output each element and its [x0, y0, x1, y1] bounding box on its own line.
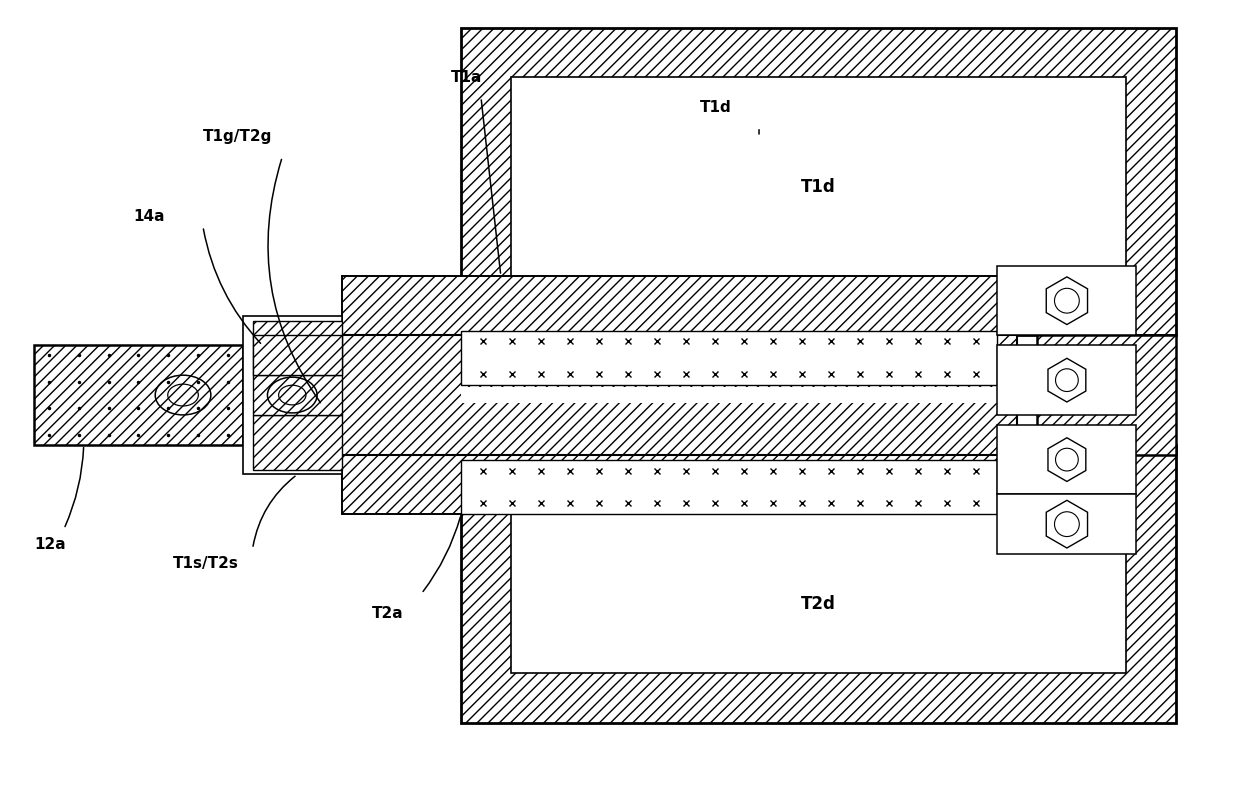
- Bar: [243, 316, 342, 474]
- Bar: [1037, 336, 1176, 455]
- Text: 14a: 14a: [134, 208, 165, 224]
- Bar: [511, 77, 1126, 286]
- Text: T2a: T2a: [372, 606, 403, 621]
- Text: T2d: T2d: [801, 595, 836, 613]
- Bar: [461, 27, 1176, 336]
- Bar: [511, 494, 1126, 673]
- Bar: [461, 444, 1176, 723]
- Text: T1g/T2g: T1g/T2g: [203, 130, 273, 144]
- Text: T1d: T1d: [699, 100, 732, 114]
- Text: T1s/T2s: T1s/T2s: [174, 556, 239, 572]
- Bar: [303, 336, 1017, 455]
- Bar: [997, 345, 1136, 415]
- Text: T1d: T1d: [801, 177, 836, 196]
- Bar: [997, 425, 1136, 494]
- Bar: [253, 415, 342, 469]
- Text: T1a: T1a: [451, 70, 482, 85]
- Bar: [461, 387, 1017, 403]
- Bar: [997, 266, 1136, 336]
- Bar: [33, 345, 243, 444]
- Bar: [342, 455, 1017, 514]
- Bar: [253, 375, 342, 415]
- Bar: [253, 336, 342, 375]
- Bar: [461, 460, 997, 514]
- Bar: [997, 494, 1136, 554]
- Text: 12a: 12a: [33, 536, 66, 551]
- Bar: [342, 276, 1017, 336]
- Bar: [253, 320, 342, 375]
- Bar: [461, 331, 997, 385]
